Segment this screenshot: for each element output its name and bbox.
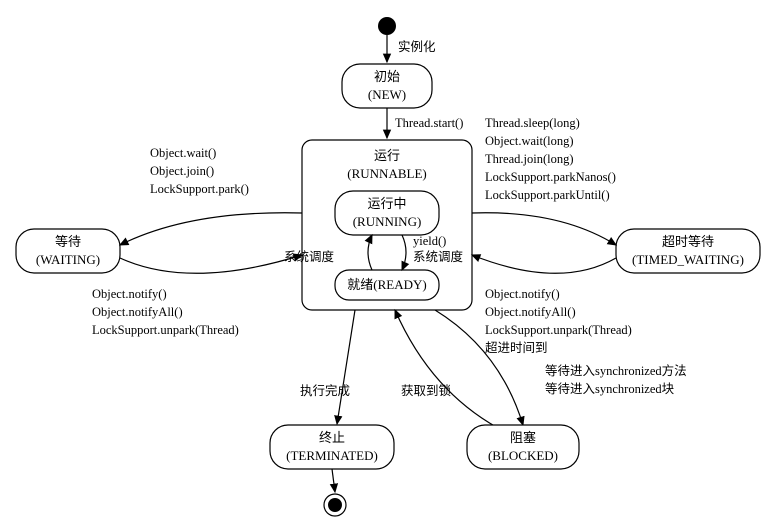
label-timed-l3: LockSupport.unpark(Thread): [485, 323, 632, 337]
node-ready-line1: 就绪(READY): [347, 277, 426, 292]
label-timed-u2: Object.wait(long): [485, 134, 574, 148]
label-timed-l4: 超进时间到: [485, 340, 548, 355]
edge-done: [337, 310, 355, 424]
node-runnable-line1: 运行: [374, 148, 400, 163]
label-yield: yield(): [413, 234, 446, 248]
label-wait-u3: LockSupport.park(): [150, 182, 249, 196]
end-node-inner: [328, 498, 342, 512]
label-lock: 获取到锁: [401, 383, 452, 398]
edge-terminate: [332, 469, 335, 492]
label-sync2: 等待进入synchronized块: [545, 381, 675, 396]
label-start: Thread.start(): [395, 116, 463, 130]
start-node: [378, 17, 396, 35]
edge-from-timedwaiting: [472, 255, 616, 273]
label-timed-u4: LockSupport.parkNanos(): [485, 170, 616, 184]
node-new-line2: (NEW): [368, 87, 406, 102]
label-instantiate: 实例化: [398, 39, 436, 54]
label-wait-l1: Object.notify(): [92, 287, 167, 301]
node-new-line1: 初始: [374, 69, 400, 84]
label-timed-u3: Thread.join(long): [485, 152, 574, 166]
node-terminated-line2: (TERMINATED): [286, 448, 378, 463]
thread-state-diagram: 实例化 初始 (NEW) Thread.start() 运行 (RUNNABLE…: [0, 0, 775, 526]
label-wait-u1: Object.wait(): [150, 146, 216, 160]
node-running-line1: 运行中: [367, 196, 406, 211]
label-wait-l3: LockSupport.unpark(Thread): [92, 323, 239, 337]
label-timed-l2: Object.notifyAll(): [485, 305, 576, 319]
node-blocked-line2: (BLOCKED): [488, 448, 558, 463]
node-waiting-line1: 等待: [55, 234, 81, 249]
node-waiting-line2: (WAITING): [36, 252, 100, 267]
node-blocked-line1: 阻塞: [510, 430, 536, 445]
edge-to-timedwaiting: [472, 213, 616, 245]
label-sched-right: 系统调度: [413, 249, 464, 264]
edge-from-blocked: [395, 310, 498, 428]
label-timed-l1: Object.notify(): [485, 287, 560, 301]
node-running-line2: (RUNNING): [353, 214, 422, 229]
label-done: 执行完成: [300, 383, 350, 398]
node-runnable-line2: (RUNNABLE): [347, 166, 426, 181]
node-timedwaiting-line2: (TIMED_WAITING): [632, 252, 744, 267]
node-terminated-line1: 终止: [319, 430, 345, 445]
label-timed-u5: LockSupport.parkUntil(): [485, 188, 610, 202]
label-wait-u2: Object.join(): [150, 164, 214, 178]
edge-from-waiting: [120, 255, 302, 273]
edge-to-waiting: [120, 213, 302, 245]
label-wait-l2: Object.notifyAll(): [92, 305, 183, 319]
label-timed-u1: Thread.sleep(long): [485, 116, 580, 130]
label-sync1: 等待进入synchronized方法: [545, 363, 687, 378]
label-sched-left: 系统调度: [284, 249, 335, 264]
node-timedwaiting-line1: 超时等待: [662, 234, 714, 249]
